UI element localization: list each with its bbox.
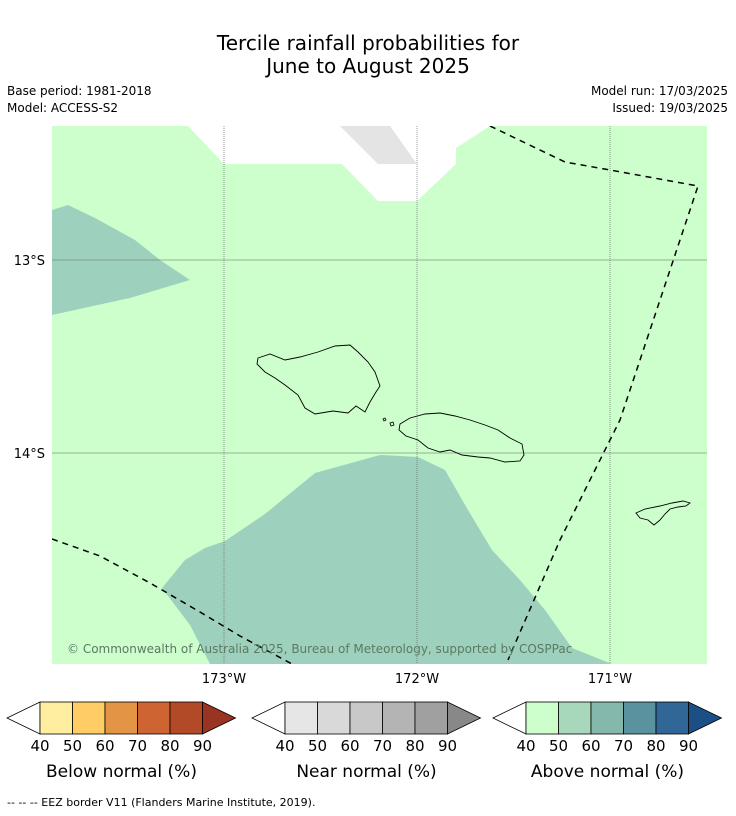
colorbar-near-segment: [349, 701, 383, 735]
lat-label-14s: 14°S: [14, 447, 45, 462]
colorbar-above-tick-label: 60: [581, 737, 600, 755]
tutuila-island: [635, 500, 691, 526]
title-line-1: Tercile rainfall probabilities for: [216, 31, 520, 55]
lon-label-171w: 171°W: [588, 672, 632, 687]
colorbar-near-tick-label: 50: [308, 737, 327, 755]
colorbar-near-low-extension: [251, 701, 286, 735]
colorbar-near-high-extension: [447, 701, 482, 735]
apolima-manono-islets: [382, 417, 395, 427]
colorbar-near-tick-label: 90: [438, 737, 457, 755]
colorbar-above-tick-label: 90: [679, 737, 698, 755]
colorbar-above-tick-label: 50: [549, 737, 568, 755]
colorbar-near-segment: [382, 701, 416, 735]
colorbar-near-segment: [414, 701, 448, 735]
title-line-2: June to August 2025: [266, 54, 470, 78]
base-period: Base period: 1981-2018: [7, 84, 152, 98]
colorbar-above-tick-label: 80: [646, 737, 665, 755]
map-area: [52, 126, 707, 664]
model-name: Model: ACCESS-S2: [7, 101, 119, 115]
lat-label-13s: 13°S: [14, 254, 45, 269]
colorbar-title-below: Below normal (%): [46, 762, 197, 782]
colorbar-below-segment: [39, 701, 73, 735]
colorbar-below-tick-label: 80: [160, 737, 179, 755]
model-run: Model run: 17/03/2025: [590, 84, 728, 98]
colorbar-below-segment: [169, 701, 203, 735]
lon-label-173w: 173°W: [202, 672, 246, 687]
colorbar-above-segment: [623, 701, 657, 735]
colorbar-near-tick-label: 70: [373, 737, 392, 755]
colorbar-above-tick-label: 70: [614, 737, 633, 755]
colorbar-above-segment: [525, 701, 559, 735]
eez-border-east: [489, 126, 699, 661]
issued-date: Issued: 19/03/2025: [612, 101, 728, 115]
colorbar-below-tick-label: 90: [193, 737, 212, 755]
colorbars: 40 50 60 70 80 90 40 50 60 70 80 90 40 50 60 70 80 90: [6, 701, 723, 755]
no-data-region: [188, 126, 490, 201]
near-normal-region: [340, 126, 417, 164]
colorbar-above-tick-label: 40: [516, 737, 535, 755]
colorbar-below-tick-label: 50: [63, 737, 82, 755]
colorbar-title-near: Near normal (%): [296, 762, 437, 782]
lon-label-172w: 172°W: [395, 672, 439, 687]
colorbar-below-segment: [137, 701, 171, 735]
colorbar-below-tick-label: 60: [95, 737, 114, 755]
colorbar-near-tick-label: 80: [405, 737, 424, 755]
colorbar-near-tick-label: 40: [275, 737, 294, 755]
colorbar-below-low-extension: [6, 701, 41, 735]
eez-border-southwest: [52, 538, 293, 664]
colorbar-below-high-extension: [202, 701, 237, 735]
upolu-island: [398, 412, 525, 463]
savaii-island: [256, 344, 381, 415]
copyright-notice: © Commonwealth of Australia 2025, Bureau…: [67, 642, 572, 656]
colorbar-near-segment: [317, 701, 351, 735]
above-normal-50-60-south-region: [162, 455, 612, 664]
colorbar-above-high-extension: [688, 701, 723, 735]
colorbar-near-tick-label: 60: [340, 737, 359, 755]
eez-footnote: -- -- -- EEZ border V11 (Flanders Marine…: [7, 796, 316, 809]
colorbar-below-tick-label: 40: [30, 737, 49, 755]
colorbar-above-segment: [590, 701, 624, 735]
colorbar-below-tick-label: 70: [128, 737, 147, 755]
colorbar-below-segment: [104, 701, 138, 735]
colorbar-title-above: Above normal (%): [530, 762, 685, 782]
colorbar-near-segment: [284, 701, 318, 735]
colorbar-below-segment: [72, 701, 106, 735]
colorbar-above-segment: [558, 701, 592, 735]
colorbar-above-low-extension: [492, 701, 527, 735]
colorbar-above-segment: [655, 701, 689, 735]
